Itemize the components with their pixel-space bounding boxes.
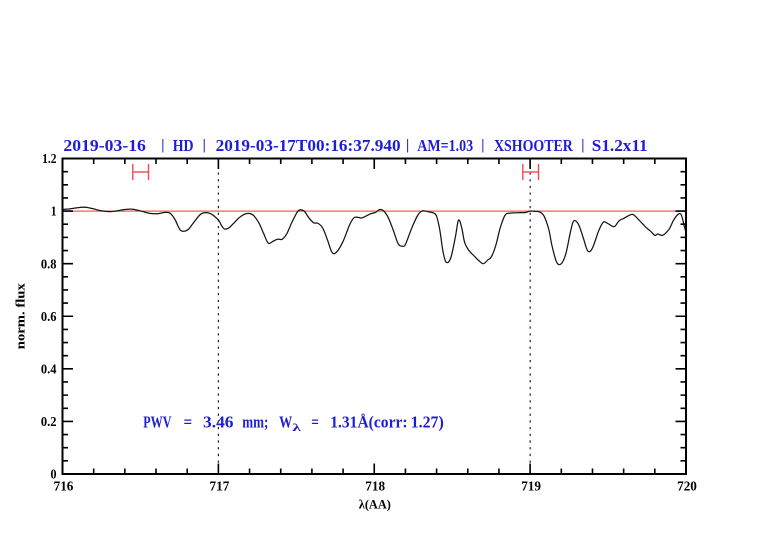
svg-text:1.2: 1.2: [42, 152, 56, 167]
svg-text:=: =: [311, 413, 319, 432]
svg-text:717: 717: [210, 479, 230, 494]
svg-text:S1.2x11: S1.2x11: [592, 136, 648, 155]
svg-text:0.6: 0.6: [41, 310, 57, 325]
svg-text:|: |: [481, 138, 484, 154]
svg-text:716: 716: [54, 479, 74, 494]
svg-text:|: |: [581, 138, 584, 154]
svg-text:norm. flux: norm. flux: [12, 283, 27, 350]
svg-text:XSHOOTER: XSHOOTER: [494, 136, 573, 155]
svg-text:|: |: [203, 138, 206, 154]
svg-text:1.31Å(corr:: 1.31Å(corr:: [330, 413, 407, 432]
svg-text:=: =: [184, 413, 193, 432]
svg-text:718: 718: [365, 479, 385, 494]
svg-text:3.46: 3.46: [203, 413, 234, 432]
svg-text:2019-03-16: 2019-03-16: [63, 136, 145, 155]
svg-text:AM=1.03: AM=1.03: [417, 136, 473, 155]
svg-text:|: |: [161, 138, 164, 154]
svg-text:719: 719: [521, 479, 541, 494]
svg-text:0.2: 0.2: [41, 415, 57, 430]
svg-text:0.4: 0.4: [41, 362, 57, 377]
svg-text:HD: HD: [173, 136, 194, 155]
svg-text:|: |: [406, 138, 409, 154]
svg-text:1: 1: [51, 205, 57, 220]
svg-text:1.27): 1.27): [411, 413, 444, 432]
svg-text:λ: λ: [292, 422, 301, 434]
svg-text:0: 0: [51, 468, 57, 483]
svg-text:0.8: 0.8: [41, 257, 57, 272]
svg-text:2019-03-17T00:16:37.940: 2019-03-17T00:16:37.940: [216, 136, 401, 155]
svg-text:mm;: mm;: [242, 413, 268, 432]
svg-text:λ(AA): λ(AA): [359, 497, 391, 512]
svg-text:PWV: PWV: [143, 413, 171, 432]
svg-text:720: 720: [677, 479, 697, 494]
svg-text:W: W: [279, 413, 292, 432]
